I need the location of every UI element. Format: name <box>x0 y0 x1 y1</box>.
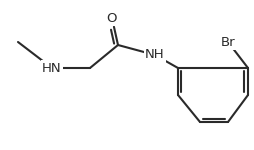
Text: Br: Br <box>220 36 234 48</box>
Text: O: O <box>106 12 117 24</box>
Text: NH: NH <box>145 48 164 62</box>
Text: HN: HN <box>42 61 61 75</box>
